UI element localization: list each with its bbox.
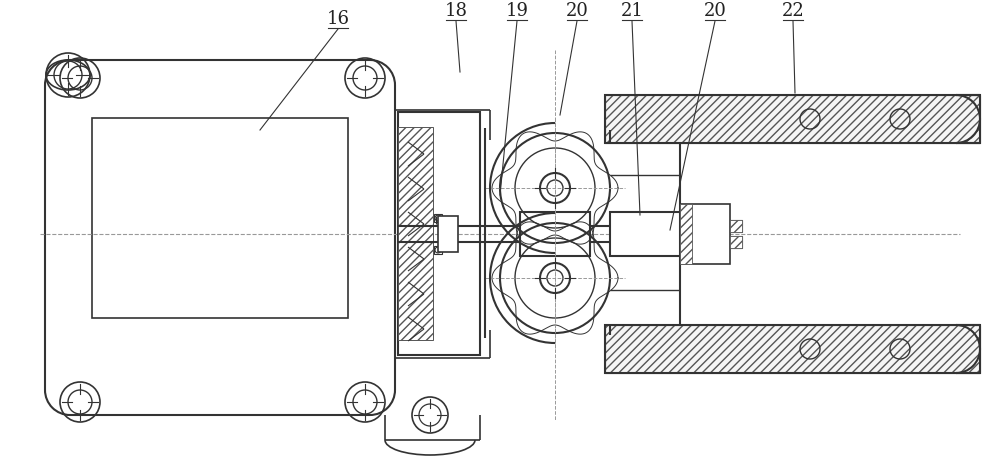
Bar — [730, 236, 742, 248]
Bar — [438, 216, 458, 252]
Text: 20: 20 — [704, 2, 726, 20]
Bar — [680, 204, 730, 264]
Polygon shape — [730, 236, 742, 248]
Text: 16: 16 — [326, 10, 350, 28]
Bar — [605, 95, 980, 143]
Bar — [398, 112, 480, 355]
Bar — [434, 246, 442, 254]
Polygon shape — [605, 325, 980, 373]
Polygon shape — [730, 220, 742, 232]
Text: 19: 19 — [506, 2, 528, 20]
Polygon shape — [398, 127, 433, 340]
Bar — [92, 118, 348, 318]
Text: 18: 18 — [444, 2, 468, 20]
Polygon shape — [680, 204, 692, 264]
Polygon shape — [605, 95, 980, 143]
Bar — [434, 214, 442, 222]
Text: 20: 20 — [566, 2, 588, 20]
Bar — [730, 220, 742, 232]
Text: 21: 21 — [621, 2, 643, 20]
Bar — [605, 325, 980, 373]
Text: 22: 22 — [782, 2, 804, 20]
Bar — [610, 212, 680, 256]
Bar — [520, 212, 590, 256]
